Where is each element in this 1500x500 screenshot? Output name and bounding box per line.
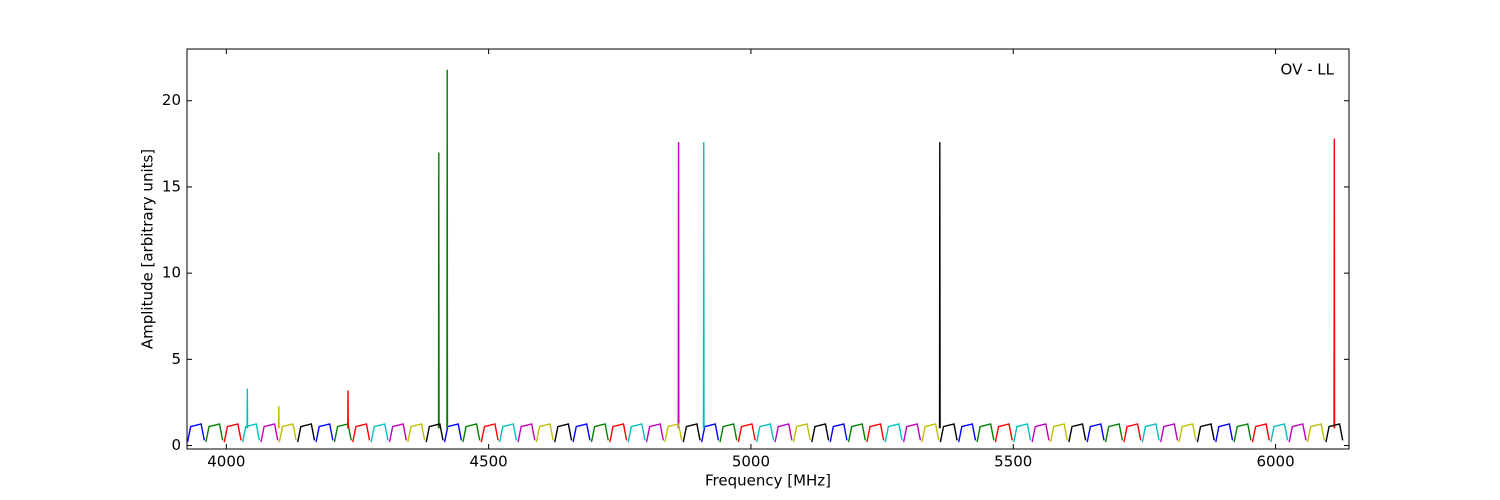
y-axis-label: Amplitude [arbitrary units] bbox=[139, 149, 157, 349]
series-line bbox=[260, 142, 1307, 443]
series-line bbox=[241, 142, 1289, 443]
series-line bbox=[205, 69, 1252, 443]
x-axis-label: Frequency [MHz] bbox=[705, 472, 831, 490]
y-tick-label: 0 bbox=[171, 436, 181, 454]
series-line bbox=[297, 142, 1344, 443]
annotation: OV - LL bbox=[1281, 61, 1335, 79]
x-tick-label: 5500 bbox=[994, 453, 1032, 471]
x-tick-label: 4000 bbox=[207, 453, 245, 471]
plot-frame bbox=[186, 48, 1350, 450]
series-line bbox=[277, 405, 1326, 443]
series-line bbox=[223, 138, 1336, 443]
series-line bbox=[186, 423, 1234, 443]
x-tick-label: 6000 bbox=[1256, 453, 1294, 471]
y-tick-label: 10 bbox=[162, 264, 181, 282]
y-tick-label: 20 bbox=[162, 91, 181, 109]
y-tick-label: 5 bbox=[171, 350, 181, 368]
y-tick-label: 15 bbox=[162, 177, 181, 195]
x-tick-label: 4500 bbox=[470, 453, 508, 471]
x-tick-label: 5000 bbox=[732, 453, 770, 471]
